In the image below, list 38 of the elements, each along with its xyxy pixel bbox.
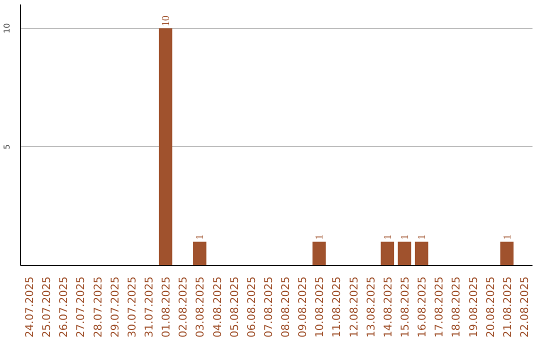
x-tick-label: 30.07.2025 [125,276,138,338]
x-tick-label: 17.08.2025 [432,276,446,338]
x-tick-label: 25.07.2025 [40,276,54,338]
data-label: 1 [502,234,514,240]
x-tick-label: 28.07.2025 [91,276,104,338]
x-tick-label: 04.08.2025 [210,276,224,338]
x-tick-label: 22.08.2025 [518,276,531,338]
x-tick-label: 05.08.2025 [228,276,241,338]
x-tick-label: 01.08.2025 [160,276,173,338]
x-tick-label: 24.07.2025 [23,276,36,338]
data-label: 1 [417,234,428,240]
x-tick-label: 29.07.2025 [108,276,122,338]
data-label: 1 [195,234,206,240]
x-tick-label: 19.08.2025 [466,276,480,338]
x-tick-label: 21.08.2025 [500,276,514,338]
x-tick-label: 26.07.2025 [57,276,70,338]
data-label: 1 [400,234,411,240]
x-tick-label: 09.08.2025 [296,276,310,338]
x-tick-label: 12.08.2025 [347,276,360,338]
x-tick-label: 07.08.2025 [262,276,275,338]
x-tick-label: 20.08.2025 [484,276,497,338]
x-tick-label: 15.08.2025 [398,276,412,338]
x-tick-label: 14.08.2025 [381,276,394,338]
x-tick-label: 02.08.2025 [176,276,190,338]
x-tick-label: 18.08.2025 [450,276,463,338]
x-tick-label: 13.08.2025 [364,276,378,338]
x-tick-label: 11.08.2025 [330,276,344,338]
x-tick-label: 08.08.2025 [279,276,292,338]
data-label: 10 [161,16,172,26]
x-tick-label: 31.07.2025 [142,276,156,338]
x-tick-label: 10.08.2025 [313,276,326,338]
data-label: 1 [382,234,394,240]
y-tick-label: 5 [2,144,12,150]
x-tick-label: 27.07.2025 [74,276,88,338]
x-tick-label: 03.08.2025 [194,276,207,338]
x-tick-label: 06.08.2025 [244,276,258,338]
data-label: 1 [314,234,326,240]
x-tick-label: 16.08.2025 [416,276,429,338]
